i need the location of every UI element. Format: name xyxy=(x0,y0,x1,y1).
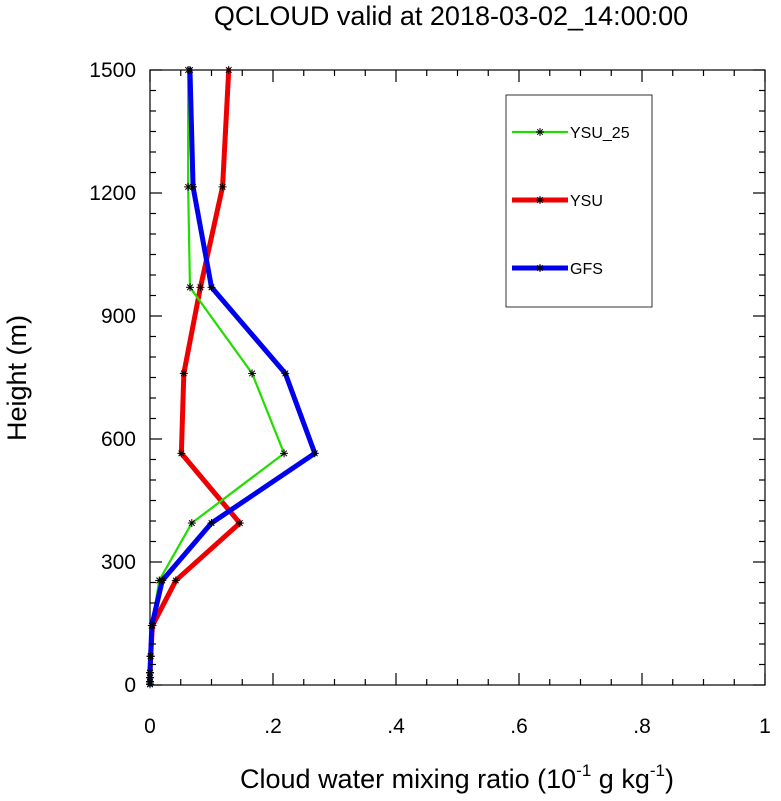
x-axis-label-part: ) xyxy=(665,764,674,794)
marker-stroke xyxy=(219,183,226,191)
data-point-ysu xyxy=(235,519,244,528)
marker-stroke xyxy=(208,519,215,527)
marker-stroke xyxy=(189,183,197,191)
marker-stroke xyxy=(180,370,187,377)
marker-stroke xyxy=(236,519,243,527)
data-point-ysu xyxy=(177,449,186,458)
y-tick-label: 1500 xyxy=(89,59,136,82)
marker-stroke xyxy=(282,370,289,377)
legend-label: YSU xyxy=(570,193,603,210)
marker-stroke xyxy=(159,577,166,584)
x-axis: 0 .2 .4 .6 .8 1 xyxy=(144,70,771,738)
x-tick-label: .4 xyxy=(387,715,405,738)
data-point-gfs xyxy=(310,449,319,458)
data-point-ysu-25 xyxy=(248,369,257,378)
x-axis-label-part: g kg xyxy=(591,764,650,794)
x-tick-label: .8 xyxy=(633,715,651,738)
data-point-ysu xyxy=(179,369,188,378)
data-point-gfs xyxy=(147,621,156,630)
data-point-gfs xyxy=(189,182,198,191)
data-point-ysu xyxy=(218,182,227,191)
y-tick-label: 300 xyxy=(101,551,136,574)
x-tick-label: 1 xyxy=(759,715,771,738)
data-point-gfs xyxy=(146,652,155,661)
marker-stroke xyxy=(186,66,194,74)
x-tick-label: .6 xyxy=(510,715,528,738)
data-point-ysu xyxy=(224,66,233,74)
y-axis: 0 300 600 900 1200 1500 xyxy=(89,59,765,697)
y-axis-label: Height (m) xyxy=(2,315,32,441)
data-point-gfs xyxy=(281,369,290,378)
y-tick-label: 600 xyxy=(101,428,136,451)
marker-stroke xyxy=(147,653,154,660)
marker-stroke xyxy=(208,284,215,291)
legend-marker xyxy=(536,264,544,272)
x-axis-label-exponent: -1 xyxy=(650,761,665,780)
marker-stroke xyxy=(184,183,192,191)
y-tick-label: 0 xyxy=(124,674,136,697)
plot-area xyxy=(146,66,766,689)
data-point-ysu xyxy=(171,576,180,585)
x-axis-label: Cloud water mixing ratio (10-1 g kg-1) xyxy=(240,761,674,794)
data-point-gfs xyxy=(207,283,216,292)
marker-stroke xyxy=(188,519,195,527)
marker-stroke xyxy=(280,450,288,457)
data-point-gfs xyxy=(207,519,216,528)
x-axis-label-part: Cloud water mixing ratio (10 xyxy=(240,764,576,794)
marker-stroke xyxy=(248,370,256,377)
legend-label: YSU_25 xyxy=(570,125,630,142)
marker-stroke xyxy=(197,284,204,291)
y-tick-label: 1200 xyxy=(89,182,136,205)
data-point-gfs xyxy=(158,576,167,585)
marker-stroke xyxy=(178,450,185,457)
legend-marker xyxy=(536,196,544,204)
marker-stroke xyxy=(225,66,232,74)
data-point-ysu xyxy=(196,283,205,292)
marker-stroke xyxy=(536,128,544,136)
chart-title: QCLOUD valid at 2018-03-02_14:00:00 xyxy=(214,1,688,31)
marker-stroke xyxy=(311,450,318,457)
plot-frame xyxy=(149,69,766,686)
data-point-ysu-25 xyxy=(185,283,194,292)
marker-stroke xyxy=(146,669,154,676)
x-axis-label-exponent: -1 xyxy=(576,761,591,780)
series-line-gfs xyxy=(147,67,318,687)
y-tick-label: 900 xyxy=(101,305,136,328)
legend-label: GFS xyxy=(570,261,603,278)
legend-marker xyxy=(536,128,544,136)
data-point-gfs xyxy=(185,66,194,74)
marker-stroke xyxy=(536,264,544,272)
marker-stroke xyxy=(536,196,544,204)
marker-stroke xyxy=(172,577,179,584)
data-point-ysu-25 xyxy=(187,519,196,528)
legend: YSU_25 YSU GFS xyxy=(505,94,653,308)
data-point-ysu-25 xyxy=(280,449,289,458)
x-tick-label: .2 xyxy=(264,715,282,738)
marker-stroke xyxy=(186,284,194,291)
x-tick-label: 0 xyxy=(144,715,156,738)
